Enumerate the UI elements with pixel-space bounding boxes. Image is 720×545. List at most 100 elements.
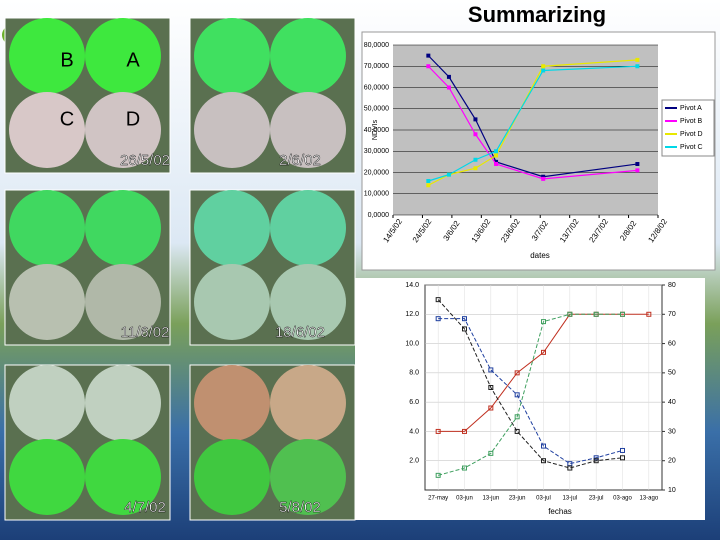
y2-tick-label: 70 <box>668 311 676 318</box>
pivot-field <box>270 92 346 168</box>
y2-tick-label: 80 <box>668 282 676 289</box>
pivot-letter: B <box>60 49 73 71</box>
point <box>635 168 640 173</box>
point <box>620 447 625 453</box>
pivot-field <box>9 365 85 441</box>
y-axis-title: NDVIs <box>372 119 379 140</box>
point <box>635 162 640 166</box>
point <box>488 450 494 456</box>
y-tick-label: 10,0000 <box>364 191 389 198</box>
y-tick-label: 8.0 <box>409 370 419 377</box>
pivot-field <box>270 190 346 266</box>
pivot-field <box>85 439 161 515</box>
x-tick-label: 13-jun <box>482 496 499 502</box>
tile-date: 5/8/02 <box>279 499 321 516</box>
point <box>541 458 546 464</box>
x-tick-label: 03-jul <box>536 496 551 502</box>
y-tick-label: 20,0000 <box>364 169 389 176</box>
point <box>473 117 478 122</box>
pivot-field <box>85 190 161 266</box>
pivot-field <box>194 264 270 340</box>
legend-label: Pivot A <box>680 105 702 112</box>
pivot-field <box>9 190 85 266</box>
point <box>541 64 546 69</box>
x-axis-title: fechas <box>548 507 572 516</box>
pivot-field <box>85 365 161 441</box>
point <box>494 153 499 158</box>
tile-date: 18/6/02 <box>275 324 325 341</box>
tile-date: 11/6/02 <box>121 324 170 341</box>
point <box>435 316 441 322</box>
y-tick-label: 14.0 <box>405 282 419 289</box>
point <box>620 311 625 317</box>
point <box>514 392 520 398</box>
pivot-field <box>270 365 346 441</box>
y-tick-label: 80,0000 <box>364 42 389 49</box>
point <box>646 311 652 317</box>
point <box>635 64 640 69</box>
pivot-field <box>85 18 161 94</box>
y2-tick-label: 50 <box>668 370 676 377</box>
series-line <box>437 299 623 469</box>
point <box>473 157 478 162</box>
y2-tick-label: 10 <box>668 487 676 494</box>
pivot-letter: C <box>60 108 74 130</box>
legend-label: Pivot D <box>680 131 703 138</box>
pivot-field <box>9 439 85 515</box>
pivot-field <box>9 18 85 94</box>
point <box>494 162 499 166</box>
x-tick-label: 23-jun <box>509 496 526 502</box>
point <box>426 179 431 183</box>
point <box>494 149 499 154</box>
y2-tick-label: 30 <box>668 428 676 435</box>
pivot-field <box>194 92 270 168</box>
point <box>426 53 431 58</box>
pivot-field <box>9 92 85 168</box>
pivot-field <box>85 264 161 340</box>
point <box>488 405 494 411</box>
point <box>446 85 451 90</box>
series-line <box>438 318 623 465</box>
tile-date: 26/5/02 <box>120 152 170 169</box>
point <box>635 57 640 62</box>
point <box>567 465 573 471</box>
point <box>567 311 573 317</box>
point <box>541 443 546 449</box>
pivot-field <box>270 439 346 515</box>
y-tick-label: 12.0 <box>405 311 419 318</box>
point <box>541 349 546 355</box>
y-tick-label: 50,0000 <box>364 106 389 113</box>
x-tick-label: 03-ago <box>613 496 632 502</box>
point <box>462 465 467 471</box>
y2-tick-label: 20 <box>668 458 676 465</box>
point <box>593 311 599 317</box>
pivot-field <box>85 92 161 168</box>
y-tick-label: 10.0 <box>405 340 419 347</box>
point <box>620 455 625 461</box>
point <box>541 68 546 73</box>
point <box>541 176 546 181</box>
legend-label: Pivot B <box>680 118 703 125</box>
y-tick-label: 6.0 <box>409 399 419 406</box>
point <box>426 183 431 188</box>
y-tick-label: 60,0000 <box>364 84 389 91</box>
series-line <box>428 65 638 182</box>
pivot-field <box>194 18 270 94</box>
pivot-field <box>9 264 85 340</box>
point <box>488 367 494 373</box>
point <box>435 472 441 478</box>
x-tick-label: 13-ago <box>639 496 658 502</box>
point <box>426 64 431 69</box>
point <box>514 370 520 376</box>
point <box>488 385 494 390</box>
point <box>541 174 546 179</box>
series-line <box>438 313 623 476</box>
point <box>435 428 441 434</box>
point <box>514 414 520 420</box>
point <box>446 172 451 177</box>
y-tick-label: 40,0000 <box>364 127 389 134</box>
pivot-letter: A <box>126 49 140 71</box>
point <box>494 159 499 164</box>
point <box>541 319 546 325</box>
